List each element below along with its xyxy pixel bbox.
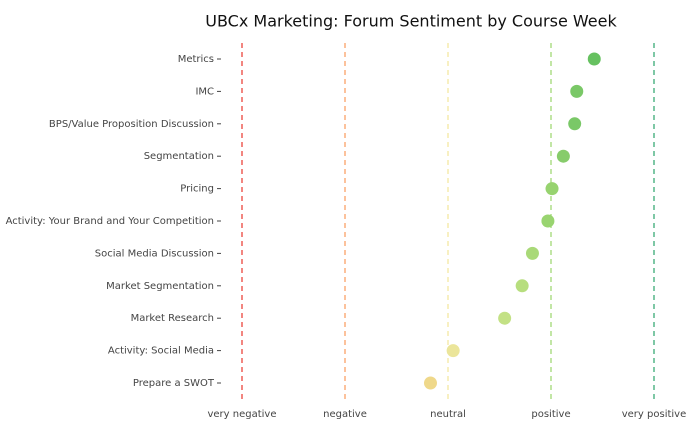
chart-title: UBCx Marketing: Forum Sentiment by Cours… <box>205 12 617 31</box>
y-tick-label: Activity: Social Media <box>108 346 214 357</box>
dot <box>515 279 529 293</box>
dot <box>568 117 582 131</box>
x-tick-label: positive <box>531 409 570 420</box>
dot <box>423 376 437 390</box>
x-tick-label: negative <box>323 409 367 420</box>
y-tick-label: Metrics <box>178 54 214 65</box>
y-tick-label: Market Research <box>131 313 214 324</box>
x-tick-label: very negative <box>207 409 276 420</box>
dot <box>556 149 570 163</box>
x-tick-label: neutral <box>430 409 466 420</box>
dot <box>570 84 584 98</box>
y-tick-label: Activity: Your Brand and Your Competitio… <box>6 216 214 227</box>
y-tick-label: Pricing <box>180 184 214 195</box>
dot <box>525 246 539 260</box>
y-tick-label: IMC <box>195 86 214 97</box>
dot <box>587 52 601 66</box>
dot <box>446 344 460 358</box>
y-tick-label: Segmentation <box>144 151 214 162</box>
y-tick-label: Social Media Discussion <box>95 248 214 259</box>
y-tick-label: Prepare a SWOT <box>133 378 215 389</box>
dot <box>545 182 559 196</box>
x-tick-label: very positive <box>622 409 687 420</box>
y-tick-label: Market Segmentation <box>106 281 214 292</box>
y-tick-label: BPS/Value Proposition Discussion <box>49 119 214 130</box>
dot <box>498 311 512 325</box>
dot <box>541 214 555 228</box>
